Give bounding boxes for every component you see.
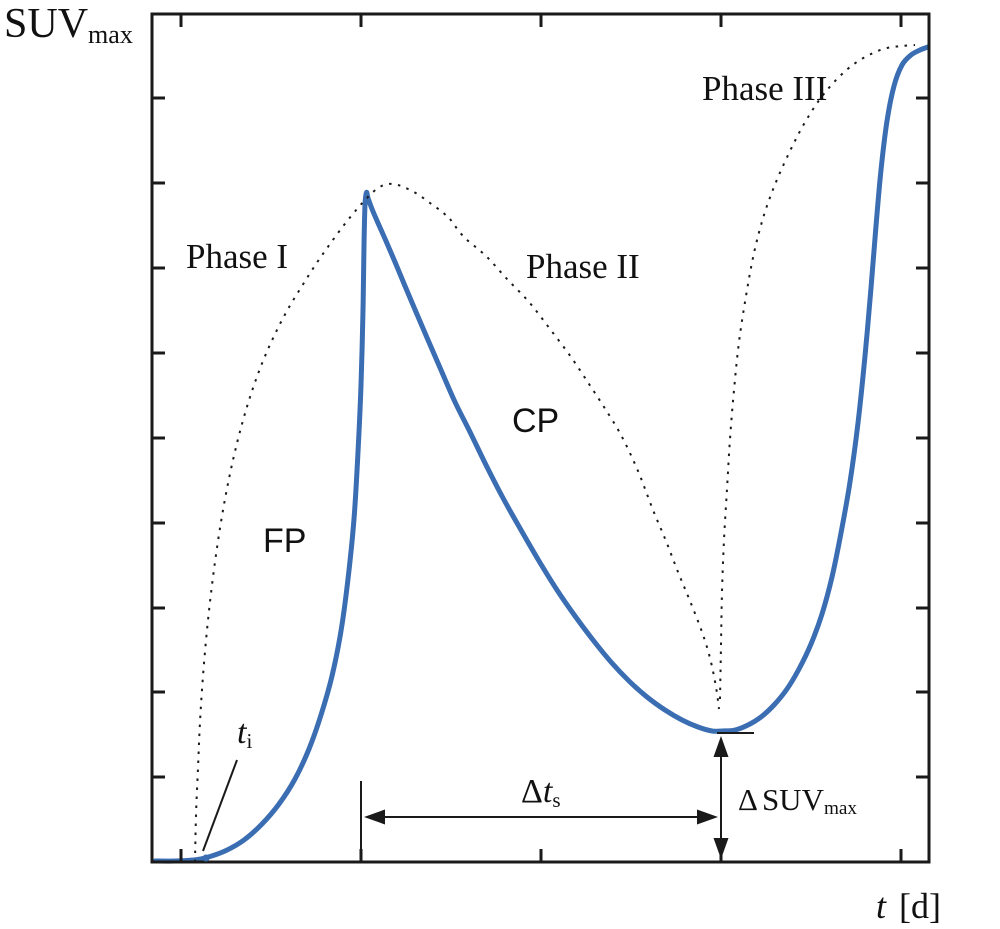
y-axis-title-sub: max [88, 19, 133, 49]
x-axis-title: t [d] [876, 888, 941, 924]
delta-suvmax-delta: Δ [738, 782, 758, 817]
envelope-phase-2-dotted-curve [449, 218, 720, 710]
delta-ts-arrow-head-start [364, 809, 385, 825]
t-i-annotation: ti [237, 714, 253, 753]
curve-start-dot [202, 854, 210, 862]
delta-suvmax-sub: max [823, 798, 858, 820]
delta-t-s-var: t [542, 773, 553, 810]
delta-suvmax-arrow-head-start [713, 736, 729, 757]
fp-label: FP [263, 522, 307, 560]
cp-label: CP [512, 402, 560, 440]
delta-suvmax-arrow-head-end [713, 838, 729, 859]
delta-t-s-delta: Δ [521, 773, 543, 810]
phase-3-label: Phase III [702, 69, 828, 108]
y-axis-title: SUVmax [4, 1, 133, 47]
x-axis-title-unit: [d] [899, 886, 941, 926]
ti-leader-line [202, 759, 238, 852]
delta-ts-arrow-head-end [697, 809, 718, 825]
x-axis-title-var: t [876, 886, 887, 926]
delta-suvmax-annotation: Δ SUVmax [738, 782, 857, 818]
delta-suvmax-main: SUV [761, 782, 824, 817]
envelope-phase-1-dotted-curve [194, 182, 451, 863]
delta-t-s-sub: s [552, 787, 561, 812]
phase-1-label: Phase I [186, 237, 289, 276]
t-i-var: t [237, 714, 247, 751]
delta-t-s-annotation: Δts [521, 773, 561, 812]
suvmax-curve [152, 44, 931, 864]
y-axis-title-main: SUV [4, 1, 89, 47]
envelope-phase-3-dotted-curve [719, 44, 916, 700]
phase-2-label: Phase II [526, 247, 640, 286]
t-i-sub: i [246, 728, 253, 753]
